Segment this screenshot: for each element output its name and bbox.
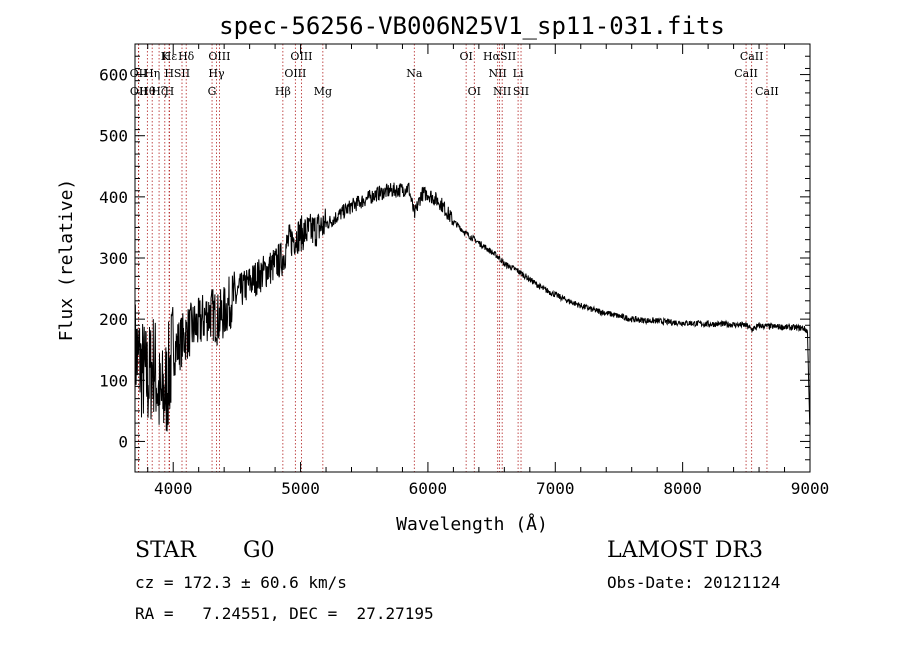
line-marker-label-14: NII	[489, 67, 507, 80]
x-tick-label-3: 7000	[536, 479, 575, 498]
line-marker-label-6: HαSII	[483, 50, 516, 63]
coordinates-readout: RA = 7.24551, DEC = 27.27195	[135, 604, 434, 623]
line-marker-label-16: CaII	[734, 67, 758, 80]
spectrum-line	[134, 182, 811, 432]
y-tick-label-3: 300	[99, 249, 128, 268]
line-marker-label-5: OI	[459, 50, 472, 63]
x-tick-label-2: 6000	[409, 479, 448, 498]
line-marker-label-17: OII	[130, 85, 148, 98]
line-marker-label-27: SII	[513, 85, 529, 98]
line-marker-label-8: OII	[130, 67, 148, 80]
line-marker-label-2: Hδ	[178, 50, 195, 63]
line-marker-label-10: H	[164, 67, 174, 80]
line-marker-label-18: Hθ	[139, 85, 156, 98]
line-marker-label-7: CaII	[740, 50, 764, 63]
x-axis-label: Wavelength (Å)	[396, 513, 548, 535]
class-label: STAR	[135, 538, 196, 563]
line-marker-label-20: H	[165, 85, 175, 98]
line-marker-label-22: Hβ	[275, 85, 291, 98]
line-marker-label-24: Na	[406, 67, 423, 80]
line-marker-label-23: Mg	[314, 85, 332, 98]
line-marker-label-13: OIII	[284, 67, 306, 80]
redshift-readout: cz = 172.3 ± 60.6 km/s	[135, 573, 347, 592]
line-marker-label-26: NII	[493, 85, 511, 98]
line-marker-label-15: Li	[513, 67, 524, 80]
x-axis-ticks: 4000 5000 6000 7000 8000 9000	[147, 44, 830, 498]
x-tick-label-1: 5000	[281, 479, 320, 498]
survey-label: LAMOST DR3	[607, 538, 763, 563]
line-marker-label-28: CaII	[755, 85, 779, 98]
y-tick-label-6: 600	[99, 66, 128, 85]
subclass-label: G0	[243, 538, 275, 563]
x-tick-label-4: 8000	[663, 479, 702, 498]
chart-title: spec-56256-VB006N25V1_sp11-031.fits	[219, 12, 725, 40]
y-axis-label: Flux (relative)	[56, 179, 77, 342]
spectrum-series	[134, 182, 811, 432]
y-tick-label-1: 100	[99, 371, 128, 390]
line-marker-label-21: G	[208, 85, 217, 98]
y-tick-label-2: 200	[99, 310, 128, 329]
line-markers	[138, 44, 768, 472]
line-marker-label-19: Hζ	[151, 85, 167, 98]
line-marker-label-25: OI	[468, 85, 481, 98]
y-tick-label-5: 500	[99, 127, 128, 146]
y-axis-ticks: 0 100 200 300 400 500 600	[99, 43, 810, 473]
obs-date-readout: Obs-Date: 20121124	[607, 573, 781, 592]
line-marker-label-9: Hη	[144, 67, 160, 80]
x-tick-label-0: 4000	[154, 479, 193, 498]
line-marker-label-11: SII	[174, 67, 190, 80]
plot-frame	[134, 43, 811, 473]
line-marker-label-12: Hγ	[208, 67, 225, 80]
y-tick-label-0: 0	[118, 432, 128, 451]
line-marker-label-3: OIII	[208, 50, 230, 63]
y-tick-label-4: 400	[99, 188, 128, 207]
x-tick-label-5: 9000	[791, 479, 830, 498]
line-marker-label-4: OIII	[290, 50, 312, 63]
line-marker-label-1: K	[161, 50, 170, 63]
